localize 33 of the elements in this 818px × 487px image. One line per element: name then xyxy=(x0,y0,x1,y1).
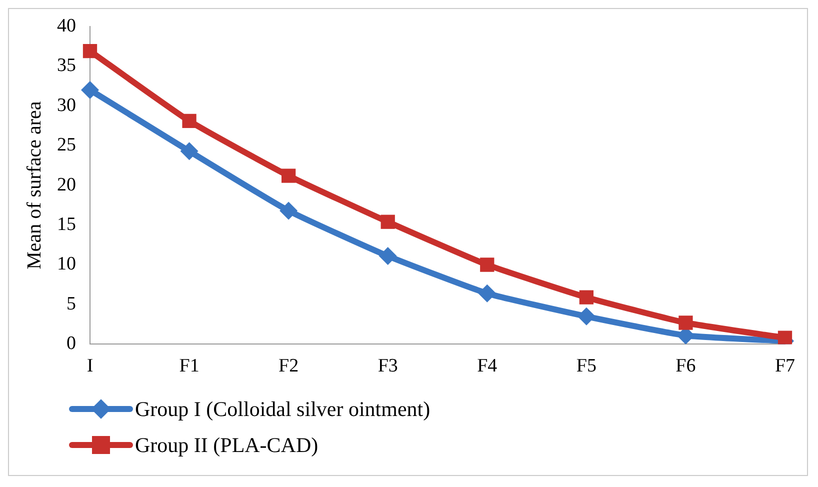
x-tick-label: F4 xyxy=(477,356,498,377)
point xyxy=(378,247,397,266)
point xyxy=(180,142,198,160)
y-tick-label: 5 xyxy=(66,293,76,314)
legend-label: Group I (Colloidal silver ointment) xyxy=(135,396,430,422)
x-tick-label: I xyxy=(86,356,94,377)
y-axis-title: Mean of surface area xyxy=(23,101,46,270)
point xyxy=(81,80,99,99)
point xyxy=(577,307,596,326)
y-tick-label: 15 xyxy=(57,214,76,236)
point xyxy=(82,44,98,58)
y-tick-label: 25 xyxy=(57,134,76,156)
point xyxy=(182,114,196,128)
x-tick-label: F1 xyxy=(179,356,200,377)
point xyxy=(678,316,693,330)
y-tick-label: 40 xyxy=(57,15,76,36)
x-tick-label: F6 xyxy=(676,356,696,377)
x-tick-label: F7 xyxy=(774,356,796,377)
point xyxy=(280,202,298,220)
x-tick-label: F2 xyxy=(278,356,299,377)
y-tick-label: 0 xyxy=(66,333,76,354)
y-tick-label: 20 xyxy=(57,174,76,196)
point xyxy=(380,214,395,229)
y-tick-label: 35 xyxy=(57,55,76,76)
point xyxy=(579,290,594,304)
y-tick-label: 30 xyxy=(57,94,76,116)
point xyxy=(478,284,496,302)
legend-label: Group II (PLA-CAD) xyxy=(135,432,318,458)
x-tick-label: F5 xyxy=(576,356,596,377)
x-tick-label: F3 xyxy=(378,356,398,377)
point xyxy=(282,168,296,183)
y-tick-label: 10 xyxy=(57,254,76,275)
point xyxy=(480,258,494,272)
